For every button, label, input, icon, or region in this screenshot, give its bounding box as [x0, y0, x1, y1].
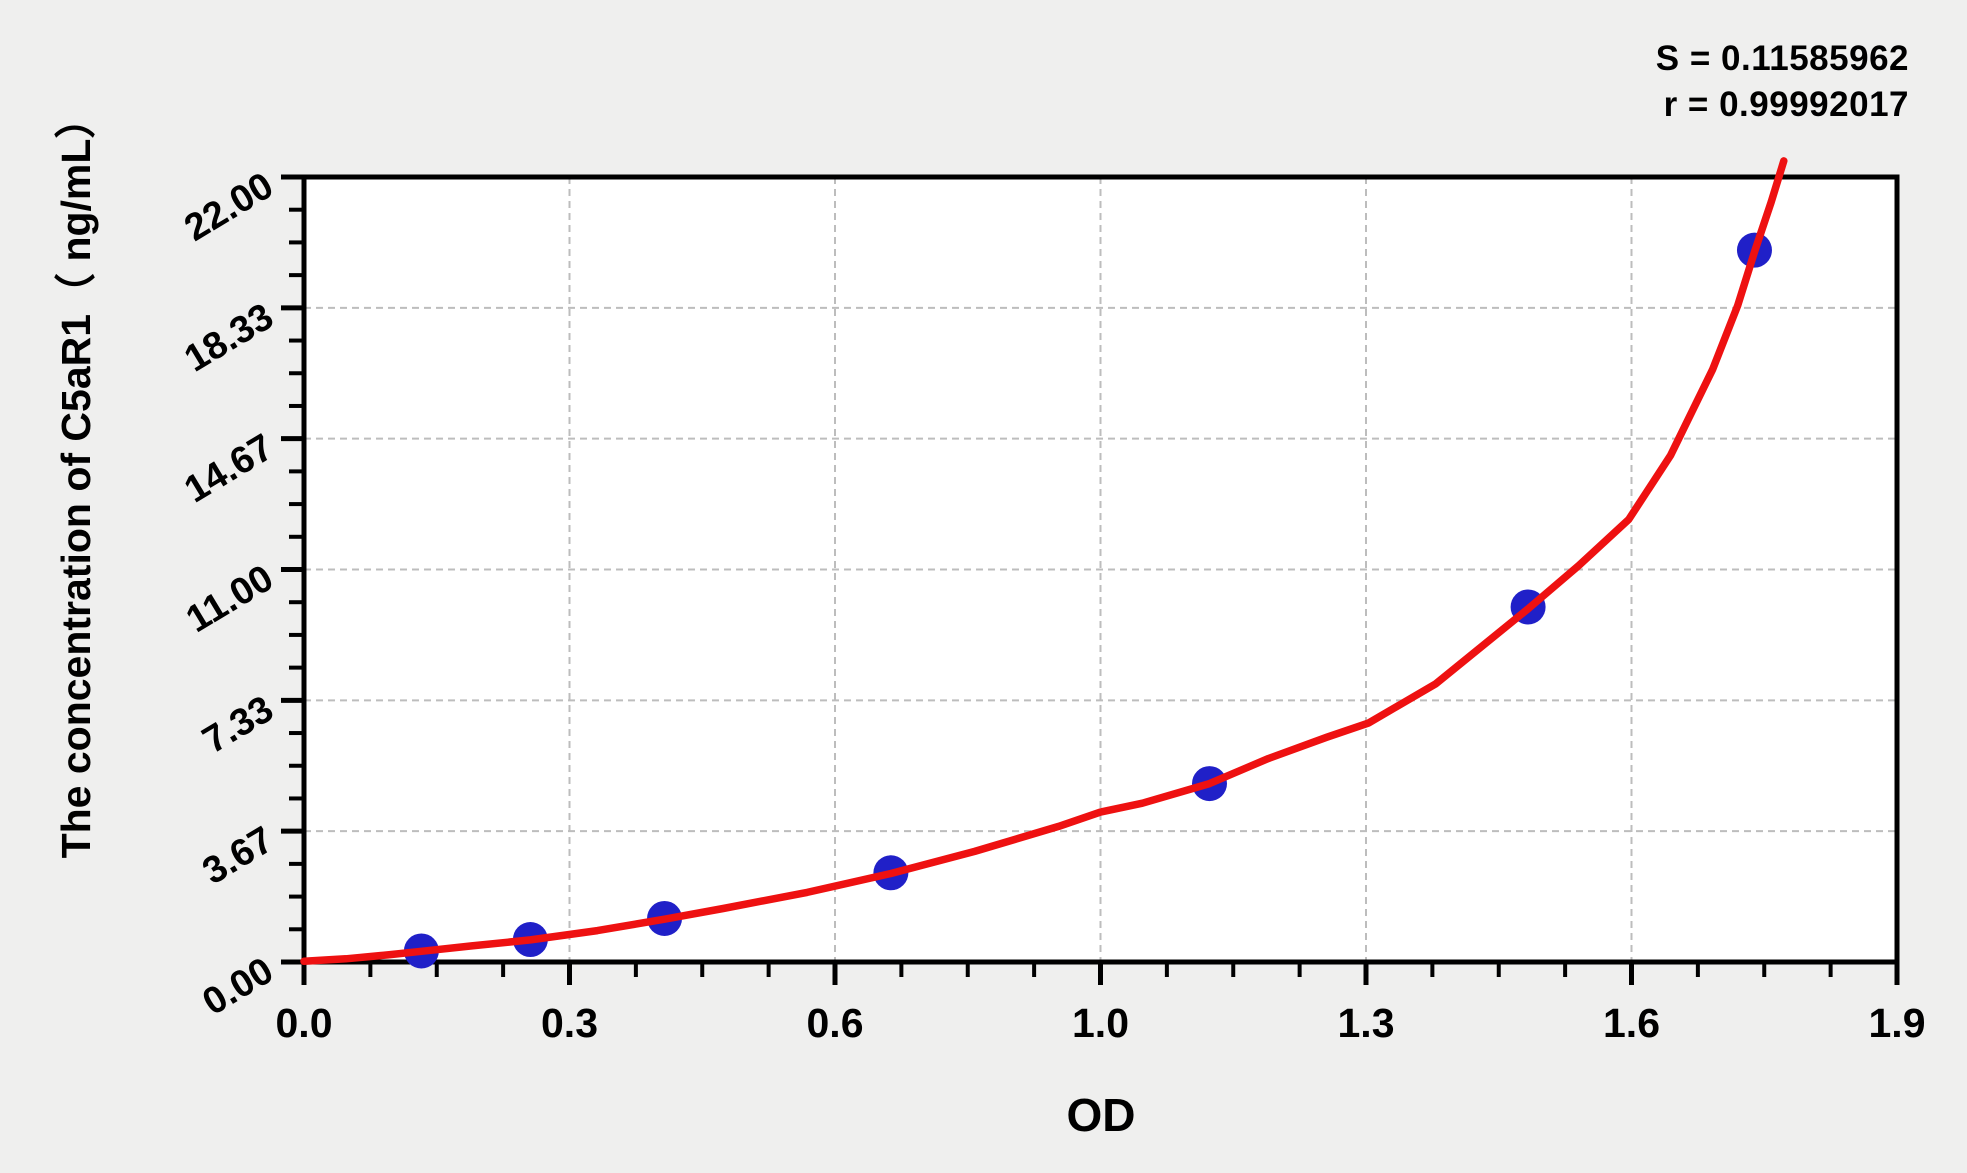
fit-curve: [300, 157, 1788, 966]
y-axis-title: The concentration of C5aR1（ ng/mL）: [53, 97, 99, 859]
y-tick-label: 18.33: [177, 296, 280, 381]
x-axis-title: OD: [1066, 1089, 1136, 1141]
y-tick-label: 0.00: [196, 950, 281, 1024]
stat-r-value: r = 0.99992017: [1663, 85, 1909, 124]
x-tick-label: 1.9: [1869, 1000, 1926, 1046]
x-tick-label: 1.0: [1072, 1000, 1129, 1046]
y-tick-label: 11.00: [179, 557, 280, 641]
plot-frame: [301, 174, 1900, 965]
x-tick-label: 0.3: [541, 1000, 598, 1046]
stat-s-value: S = 0.11585962: [1655, 39, 1909, 78]
y-tick-label: 7.33: [196, 688, 281, 762]
y-tick-label: 14.67: [177, 426, 280, 511]
x-tick-label: 0.0: [276, 1000, 333, 1046]
fit-statistics: S = 0.11585962 r = 0.99992017: [1656, 36, 1909, 128]
y-tick-label: 22.00: [177, 165, 280, 250]
x-tick-label: 1.3: [1338, 1000, 1395, 1046]
y-tick-label: 3.67: [196, 819, 281, 893]
x-tick-label: 0.6: [807, 1000, 864, 1046]
x-tick-label: 1.6: [1603, 1000, 1660, 1046]
